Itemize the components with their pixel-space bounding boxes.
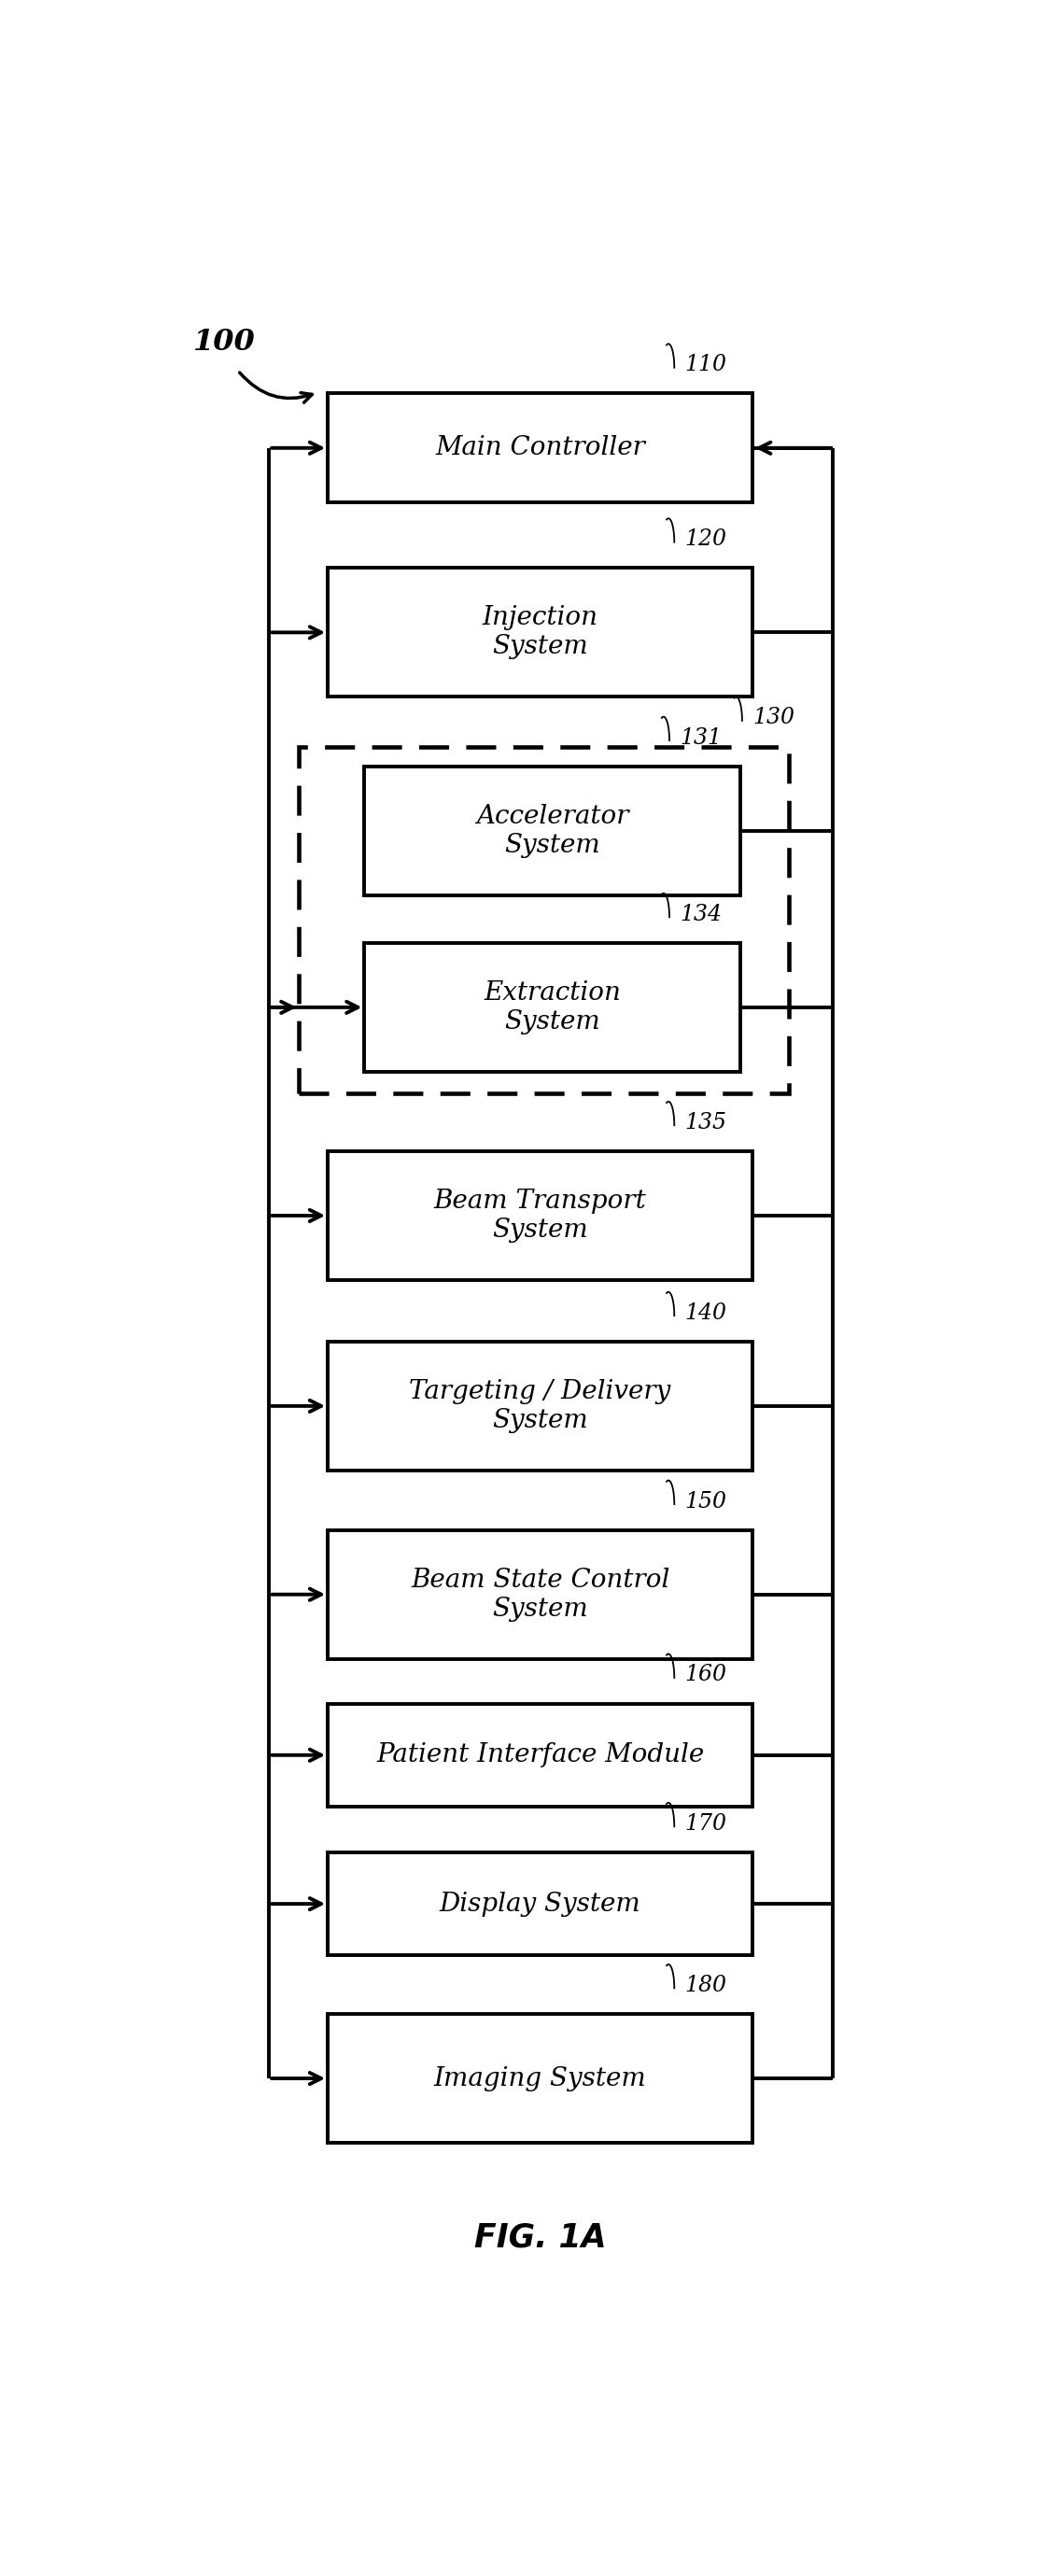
Bar (328, 2014, 753, 2143)
Bar (328, 1342, 753, 1471)
Text: 170: 170 (685, 1814, 727, 1834)
Bar (328, 1703, 753, 1806)
Text: Targeting / Delivery
System: Targeting / Delivery System (409, 1378, 671, 1432)
Text: Accelerator
System: Accelerator System (476, 804, 629, 858)
Bar (328, 567, 753, 698)
Bar (328, 1151, 753, 1280)
Bar (328, 1530, 753, 1659)
Text: Display System: Display System (440, 1891, 641, 1917)
Text: Main Controller: Main Controller (435, 435, 645, 461)
Bar (365, 943, 740, 1072)
Text: Imaging System: Imaging System (434, 2066, 646, 2092)
Bar (365, 765, 740, 896)
Bar (328, 394, 753, 502)
Text: 134: 134 (680, 904, 722, 925)
Text: 135: 135 (685, 1113, 727, 1133)
Text: 120: 120 (685, 528, 727, 551)
Text: Injection
System: Injection System (483, 605, 598, 659)
Text: Beam Transport
System: Beam Transport System (434, 1188, 646, 1242)
Text: 110: 110 (685, 353, 727, 376)
Bar (299, 747, 789, 1095)
Text: FIG. 1A: FIG. 1A (474, 2221, 606, 2254)
Text: 180: 180 (685, 1976, 727, 1996)
Text: 150: 150 (685, 1492, 727, 1512)
Bar (328, 1852, 753, 1955)
Text: 160: 160 (685, 1664, 727, 1685)
Text: Extraction
System: Extraction System (484, 979, 621, 1036)
Text: 131: 131 (680, 726, 722, 750)
Text: Patient Interface Module: Patient Interface Module (376, 1741, 704, 1767)
Text: Beam State Control
System: Beam State Control System (411, 1566, 669, 1623)
Text: 140: 140 (685, 1303, 727, 1324)
Text: 130: 130 (753, 708, 795, 729)
Text: 100: 100 (193, 327, 255, 355)
